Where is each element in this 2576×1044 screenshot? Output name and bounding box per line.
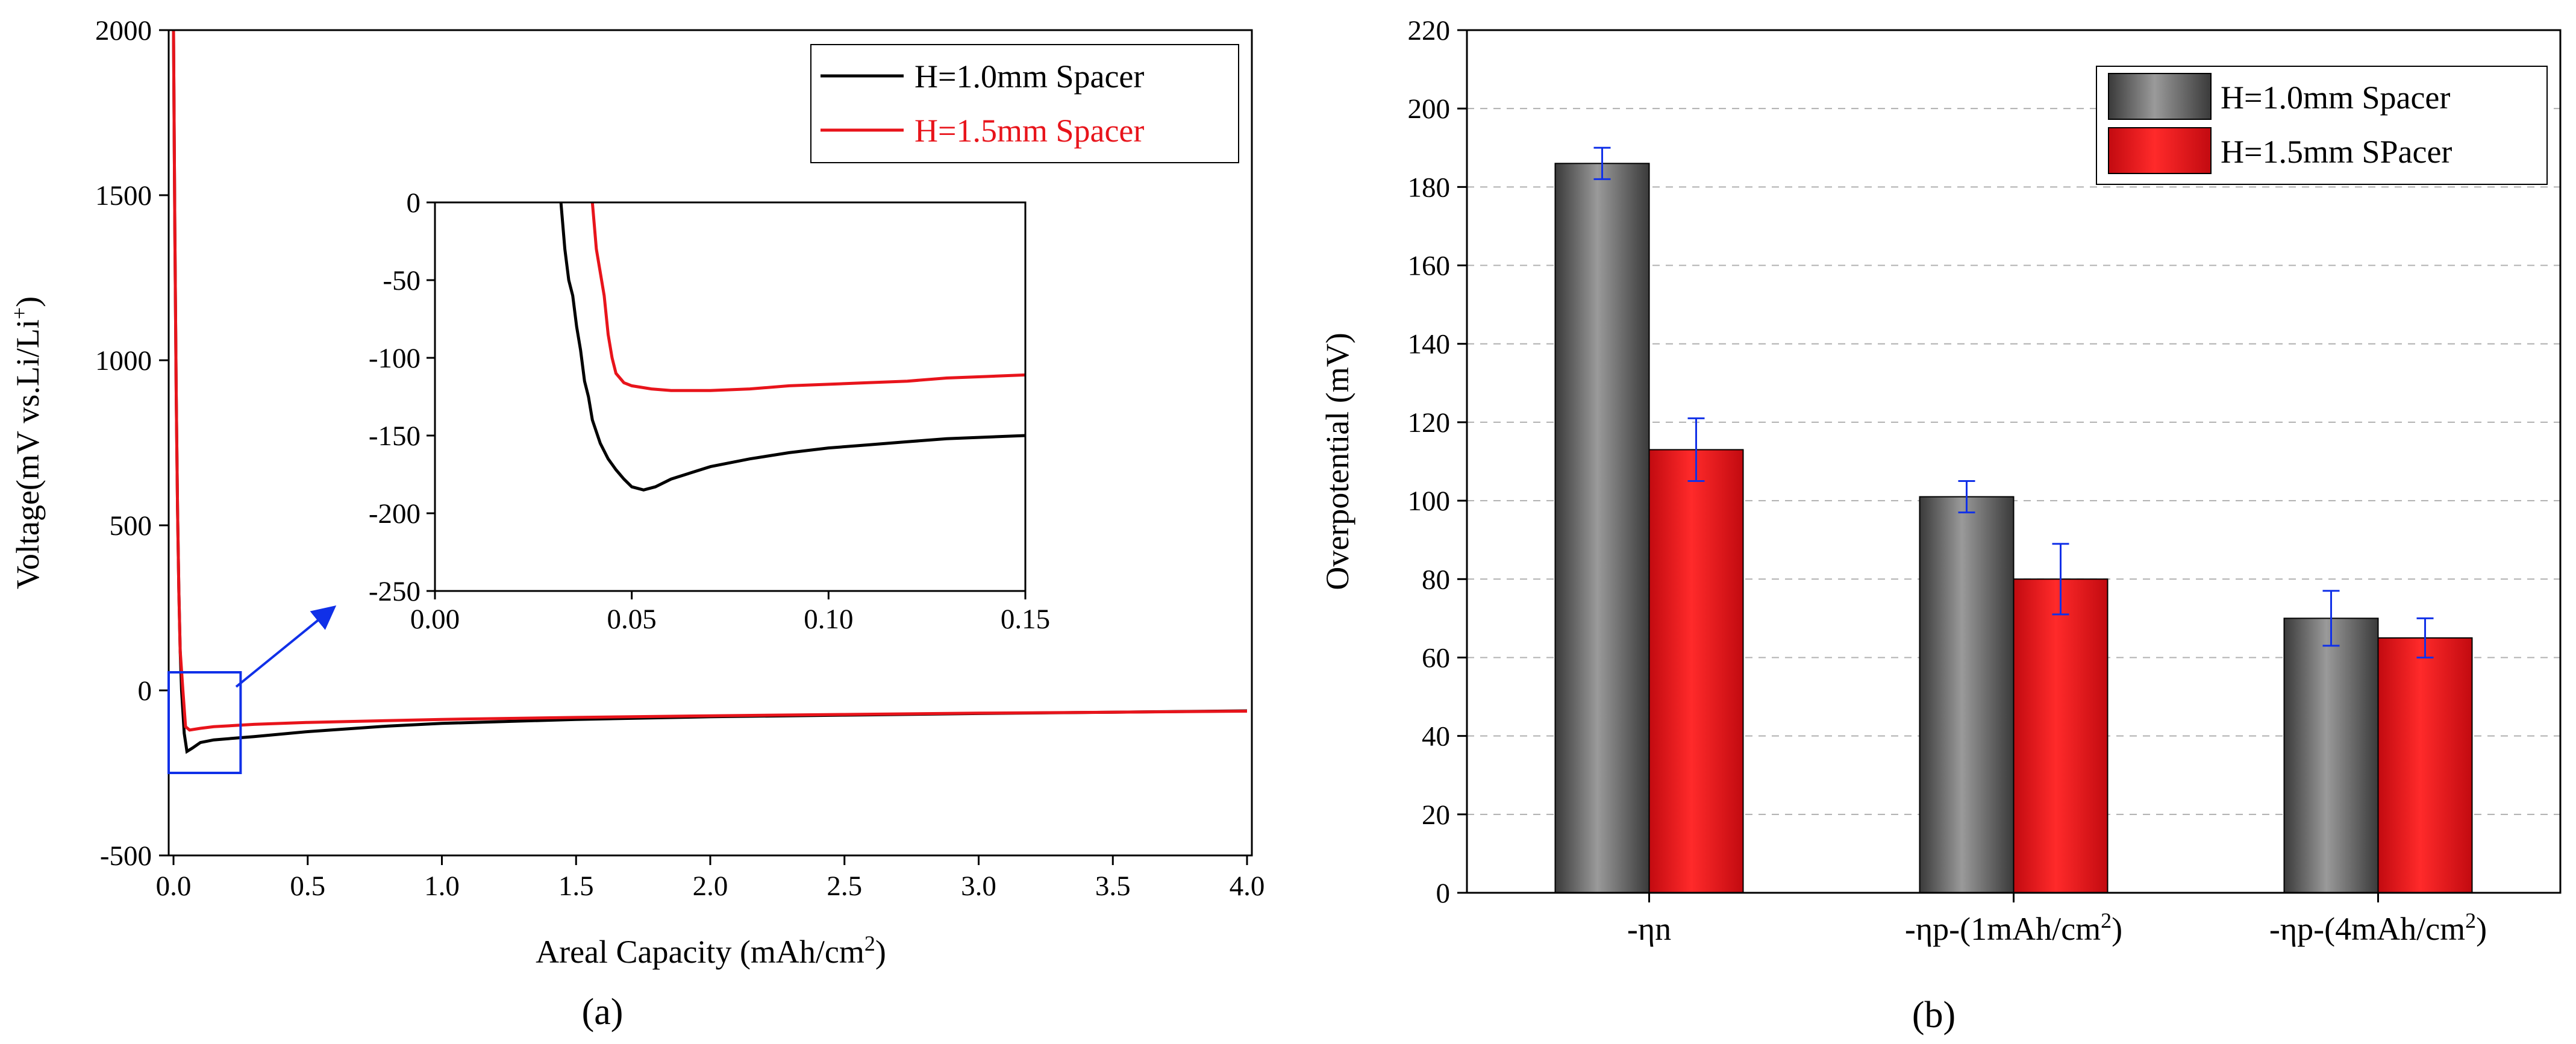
x-tick-label: 3.0 bbox=[961, 871, 996, 902]
chart-b-gridlines: 0 20 40 60 80 100 120 140 160 180 200 220 bbox=[1408, 15, 2560, 909]
x-tick-label: 2.0 bbox=[693, 871, 728, 902]
y-tick-label: 100 bbox=[1408, 486, 1451, 517]
chart-a-ticks: 0.0 0.5 1.0 1.5 2.0 2.5 3.0 3.5 4.0-500050010001… bbox=[95, 15, 1265, 902]
inset-frame bbox=[434, 201, 1027, 592]
panel-b-label: (b) bbox=[1912, 995, 1955, 1036]
bar bbox=[2283, 617, 2379, 893]
chart-b-y-axis-title: Overpotential (mV) bbox=[1319, 333, 1355, 590]
y-tick-label: 80 bbox=[1422, 564, 1450, 595]
legend-label-h15: H=1.5mm Spacer bbox=[914, 113, 1144, 149]
y-tick-label: 500 bbox=[110, 510, 152, 542]
inset-y-tick-label: -200 bbox=[369, 498, 420, 530]
inset-ticks: 0.00 0.05 0.10 0.15 -250 -200 -150 -100 -50 0 bbox=[369, 187, 1050, 635]
inset-y-tick-label: 0 bbox=[407, 187, 421, 219]
legend-label-h10: H=1.0mm Spacer bbox=[914, 58, 1144, 95]
x-tick-label: 4.0 bbox=[1230, 871, 1265, 902]
bar bbox=[1554, 163, 1650, 893]
y-tick-label: 0 bbox=[1436, 878, 1451, 909]
y-tick-label: 60 bbox=[1422, 642, 1450, 674]
inset-x-tick-label: 0.10 bbox=[804, 604, 853, 635]
y-tick-label: 1500 bbox=[95, 180, 152, 211]
category-label: -ηp-(1mAh/cm2) bbox=[1905, 908, 2122, 947]
x-tick-label: 2.5 bbox=[827, 871, 862, 902]
inset-y-tick-label: -250 bbox=[369, 576, 420, 607]
inset-series-line-h15 bbox=[590, 202, 1025, 392]
inset-y-tick-label: -150 bbox=[369, 420, 420, 452]
chart-b-categories: -ηn -ηp-(1mAh/cm2) -ηp-(4mAh/cm2) bbox=[1627, 893, 2487, 947]
y-tick-label: 180 bbox=[1408, 172, 1451, 203]
chart-b-bars bbox=[1554, 146, 2473, 893]
x-tick-label: 0.5 bbox=[290, 871, 325, 902]
bar bbox=[1648, 449, 1744, 893]
y-tick-label: 200 bbox=[1408, 93, 1451, 125]
y-tick-label: -500 bbox=[100, 840, 152, 872]
legend-box bbox=[810, 44, 1239, 163]
y-tick-label: 160 bbox=[1408, 251, 1451, 282]
zoom-highlight-box bbox=[167, 671, 242, 774]
series-line-h15 bbox=[172, 30, 1248, 732]
x-tick-label: 0.0 bbox=[156, 871, 192, 902]
bar bbox=[2377, 637, 2473, 893]
y-tick-label: 220 bbox=[1408, 15, 1451, 46]
chart-a-frame bbox=[167, 29, 1253, 857]
inset-background bbox=[435, 202, 1025, 591]
zoom-arrow bbox=[235, 605, 337, 688]
chart-a-x-axis-title: Areal Capacity (mAh/cm2) bbox=[536, 931, 886, 970]
y-tick-label: 120 bbox=[1408, 407, 1451, 439]
legend-label-h10: H=1.0mm Spacer bbox=[2221, 80, 2450, 116]
chart-b-legend: H=1.0mm Spacer H=1.5mm SPacer bbox=[2096, 66, 2548, 185]
inset-x-tick-label: 0.15 bbox=[1001, 604, 1050, 635]
bar bbox=[2013, 578, 2109, 893]
legend-swatch-h15 bbox=[2108, 127, 2212, 174]
chart-a-plot-area bbox=[172, 30, 1248, 754]
x-tick-label: 1.5 bbox=[558, 871, 594, 902]
inset-series-line-h10 bbox=[559, 202, 1025, 492]
bar bbox=[1919, 496, 2015, 893]
y-tick-label: 140 bbox=[1408, 329, 1451, 360]
inset-x-tick-label: 0.05 bbox=[607, 604, 657, 635]
category-label: -ηp-(4mAh/cm2) bbox=[2269, 908, 2487, 947]
chart-a-y-axis-title: Voltage(mV vs.Li/Li+) bbox=[7, 296, 46, 589]
panel-a-label: (a) bbox=[582, 992, 624, 1033]
x-tick-label: 1.0 bbox=[424, 871, 460, 902]
x-tick-label: 3.5 bbox=[1095, 871, 1131, 902]
chart-a-legend: H=1.0mm Spacer H=1.5mm Spacer bbox=[810, 44, 1239, 163]
legend-label-h15: H=1.5mm SPacer bbox=[2221, 134, 2452, 170]
inset-x-tick-label: 0.00 bbox=[410, 604, 460, 635]
chart-a: 0.0 0.5 1.0 1.5 2.0 2.5 3.0 3.5 4.0-500050010001… bbox=[7, 15, 1265, 1033]
chart-b: 0 20 40 60 80 100 120 140 160 180 200 220 -ηn -ηp-(1… bbox=[1319, 15, 2562, 1036]
y-tick-label: 0 bbox=[138, 675, 152, 707]
category-label: -ηn bbox=[1627, 911, 1671, 947]
y-tick-label: 20 bbox=[1422, 799, 1450, 831]
legend-swatch-h10 bbox=[2108, 73, 2212, 120]
y-tick-label: 40 bbox=[1422, 721, 1450, 752]
inset-y-tick-label: -100 bbox=[369, 343, 420, 374]
inset-y-tick-label: -50 bbox=[383, 265, 420, 296]
y-tick-label: 2000 bbox=[95, 15, 152, 46]
y-tick-label: 1000 bbox=[95, 345, 152, 377]
chart-a-inset: 0.00 0.05 0.10 0.15 -250 -200 -150 -100 -50 0 bbox=[369, 187, 1050, 635]
